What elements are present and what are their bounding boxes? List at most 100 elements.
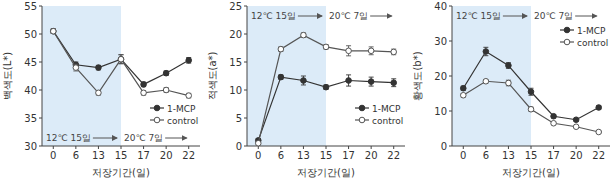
x-tick-label: 15 [320, 150, 333, 161]
x-tick-label: 6 [483, 150, 489, 161]
point [118, 56, 124, 62]
point [50, 28, 56, 34]
point [96, 90, 102, 96]
plot-data [50, 28, 191, 98]
y-axis-title: 황색도(b*) [412, 51, 423, 100]
point [186, 58, 192, 64]
point [255, 140, 261, 146]
y-tick-label: 10 [229, 85, 242, 96]
period-arrow [503, 16, 527, 17]
point [141, 90, 147, 96]
point [596, 105, 602, 111]
period-label: 20℃ 7일 [534, 11, 573, 21]
y-tick-label: 0 [236, 141, 242, 152]
legend-marker [154, 117, 160, 123]
point [301, 78, 307, 84]
error-bar [186, 58, 191, 64]
error-bar [278, 75, 283, 79]
error-bar [119, 55, 124, 64]
period-label: 20℃ 7일 [124, 133, 163, 143]
point [118, 56, 124, 62]
series-line [463, 81, 598, 132]
y-tick-label: 0 [441, 141, 447, 152]
legend-marker [154, 105, 160, 111]
x-tick-label: 13 [502, 150, 515, 161]
point [551, 113, 557, 119]
error-bar [324, 85, 329, 89]
figure: 303540455055061315172022저장기간(일)백색도(L*)12… [0, 0, 614, 180]
x-axis [247, 146, 405, 147]
point [163, 70, 169, 76]
point [483, 78, 489, 84]
error-bar [73, 64, 78, 71]
x-tick-label: 22 [387, 150, 400, 161]
legend-label: control [372, 116, 403, 126]
series-line [53, 31, 188, 84]
legend-marker [359, 105, 365, 111]
legend-label: 1-MCP [167, 104, 196, 114]
plot-data [255, 32, 396, 146]
y-tick-label: 35 [24, 113, 37, 124]
period-label: 12℃ 15일 [46, 133, 91, 143]
x-tick-label: 22 [182, 150, 195, 161]
point [323, 44, 329, 50]
chart-panel: 010203040061315172022저장기간(일)황색도(b*)12℃ 1… [412, 1, 610, 179]
error-bar [301, 76, 306, 85]
error-bar [506, 80, 511, 86]
point [551, 120, 557, 126]
legend-label: control [167, 116, 198, 126]
legend-marker [564, 39, 570, 45]
error-bar [301, 33, 306, 37]
x-tick-label: 17 [547, 150, 560, 161]
error-bar [483, 47, 488, 55]
error-bar [346, 75, 351, 86]
error-bar [369, 47, 374, 55]
point [506, 63, 512, 69]
point [346, 48, 352, 54]
period-arrow [298, 16, 322, 17]
error-bar [506, 63, 511, 69]
x-tick-label: 17 [137, 150, 150, 161]
x-tick-label: 20 [160, 150, 173, 161]
y-axis-title: 백색도(L*) [2, 52, 13, 100]
error-bar [529, 88, 534, 95]
x-tick-label: 17 [342, 150, 355, 161]
point [460, 92, 466, 98]
error-bar [164, 88, 169, 92]
y-axis [452, 6, 453, 146]
error-bar [369, 77, 374, 86]
point [460, 85, 466, 91]
error-bar [391, 79, 396, 87]
point [323, 84, 329, 90]
x-axis [452, 146, 610, 147]
error-bar [96, 91, 101, 95]
point [506, 80, 512, 86]
point [73, 65, 79, 71]
error-bar [346, 46, 351, 56]
error-bar [51, 29, 56, 33]
y-tick-label: 25 [229, 1, 242, 12]
chart-panel: 303540455055061315172022저장기간(일)백색도(L*)12… [2, 1, 200, 179]
y-tick-label: 30 [24, 141, 37, 152]
point [573, 117, 579, 123]
y-tick-label: 50 [24, 29, 37, 40]
legend-marker [564, 27, 570, 33]
period-label: 20℃ 7일 [329, 11, 368, 21]
x-tick-label: 0 [50, 150, 56, 161]
point [391, 80, 397, 86]
x-tick-label: 6 [278, 150, 284, 161]
x-tick-label: 13 [92, 150, 105, 161]
period-label: 12℃ 15일 [251, 11, 296, 21]
y-tick-label: 30 [434, 36, 447, 47]
x-axis-title: 저장기간(일) [92, 167, 150, 178]
error-bar [96, 65, 101, 69]
y-tick-label: 40 [434, 1, 447, 12]
series-line [463, 52, 598, 120]
legend-label: 1-MCP [372, 104, 401, 114]
y-tick-label: 55 [24, 1, 37, 12]
error-bar [278, 47, 283, 51]
x-tick-label: 15 [115, 150, 128, 161]
y-axis [42, 6, 43, 146]
point [528, 89, 534, 95]
point [483, 49, 489, 55]
